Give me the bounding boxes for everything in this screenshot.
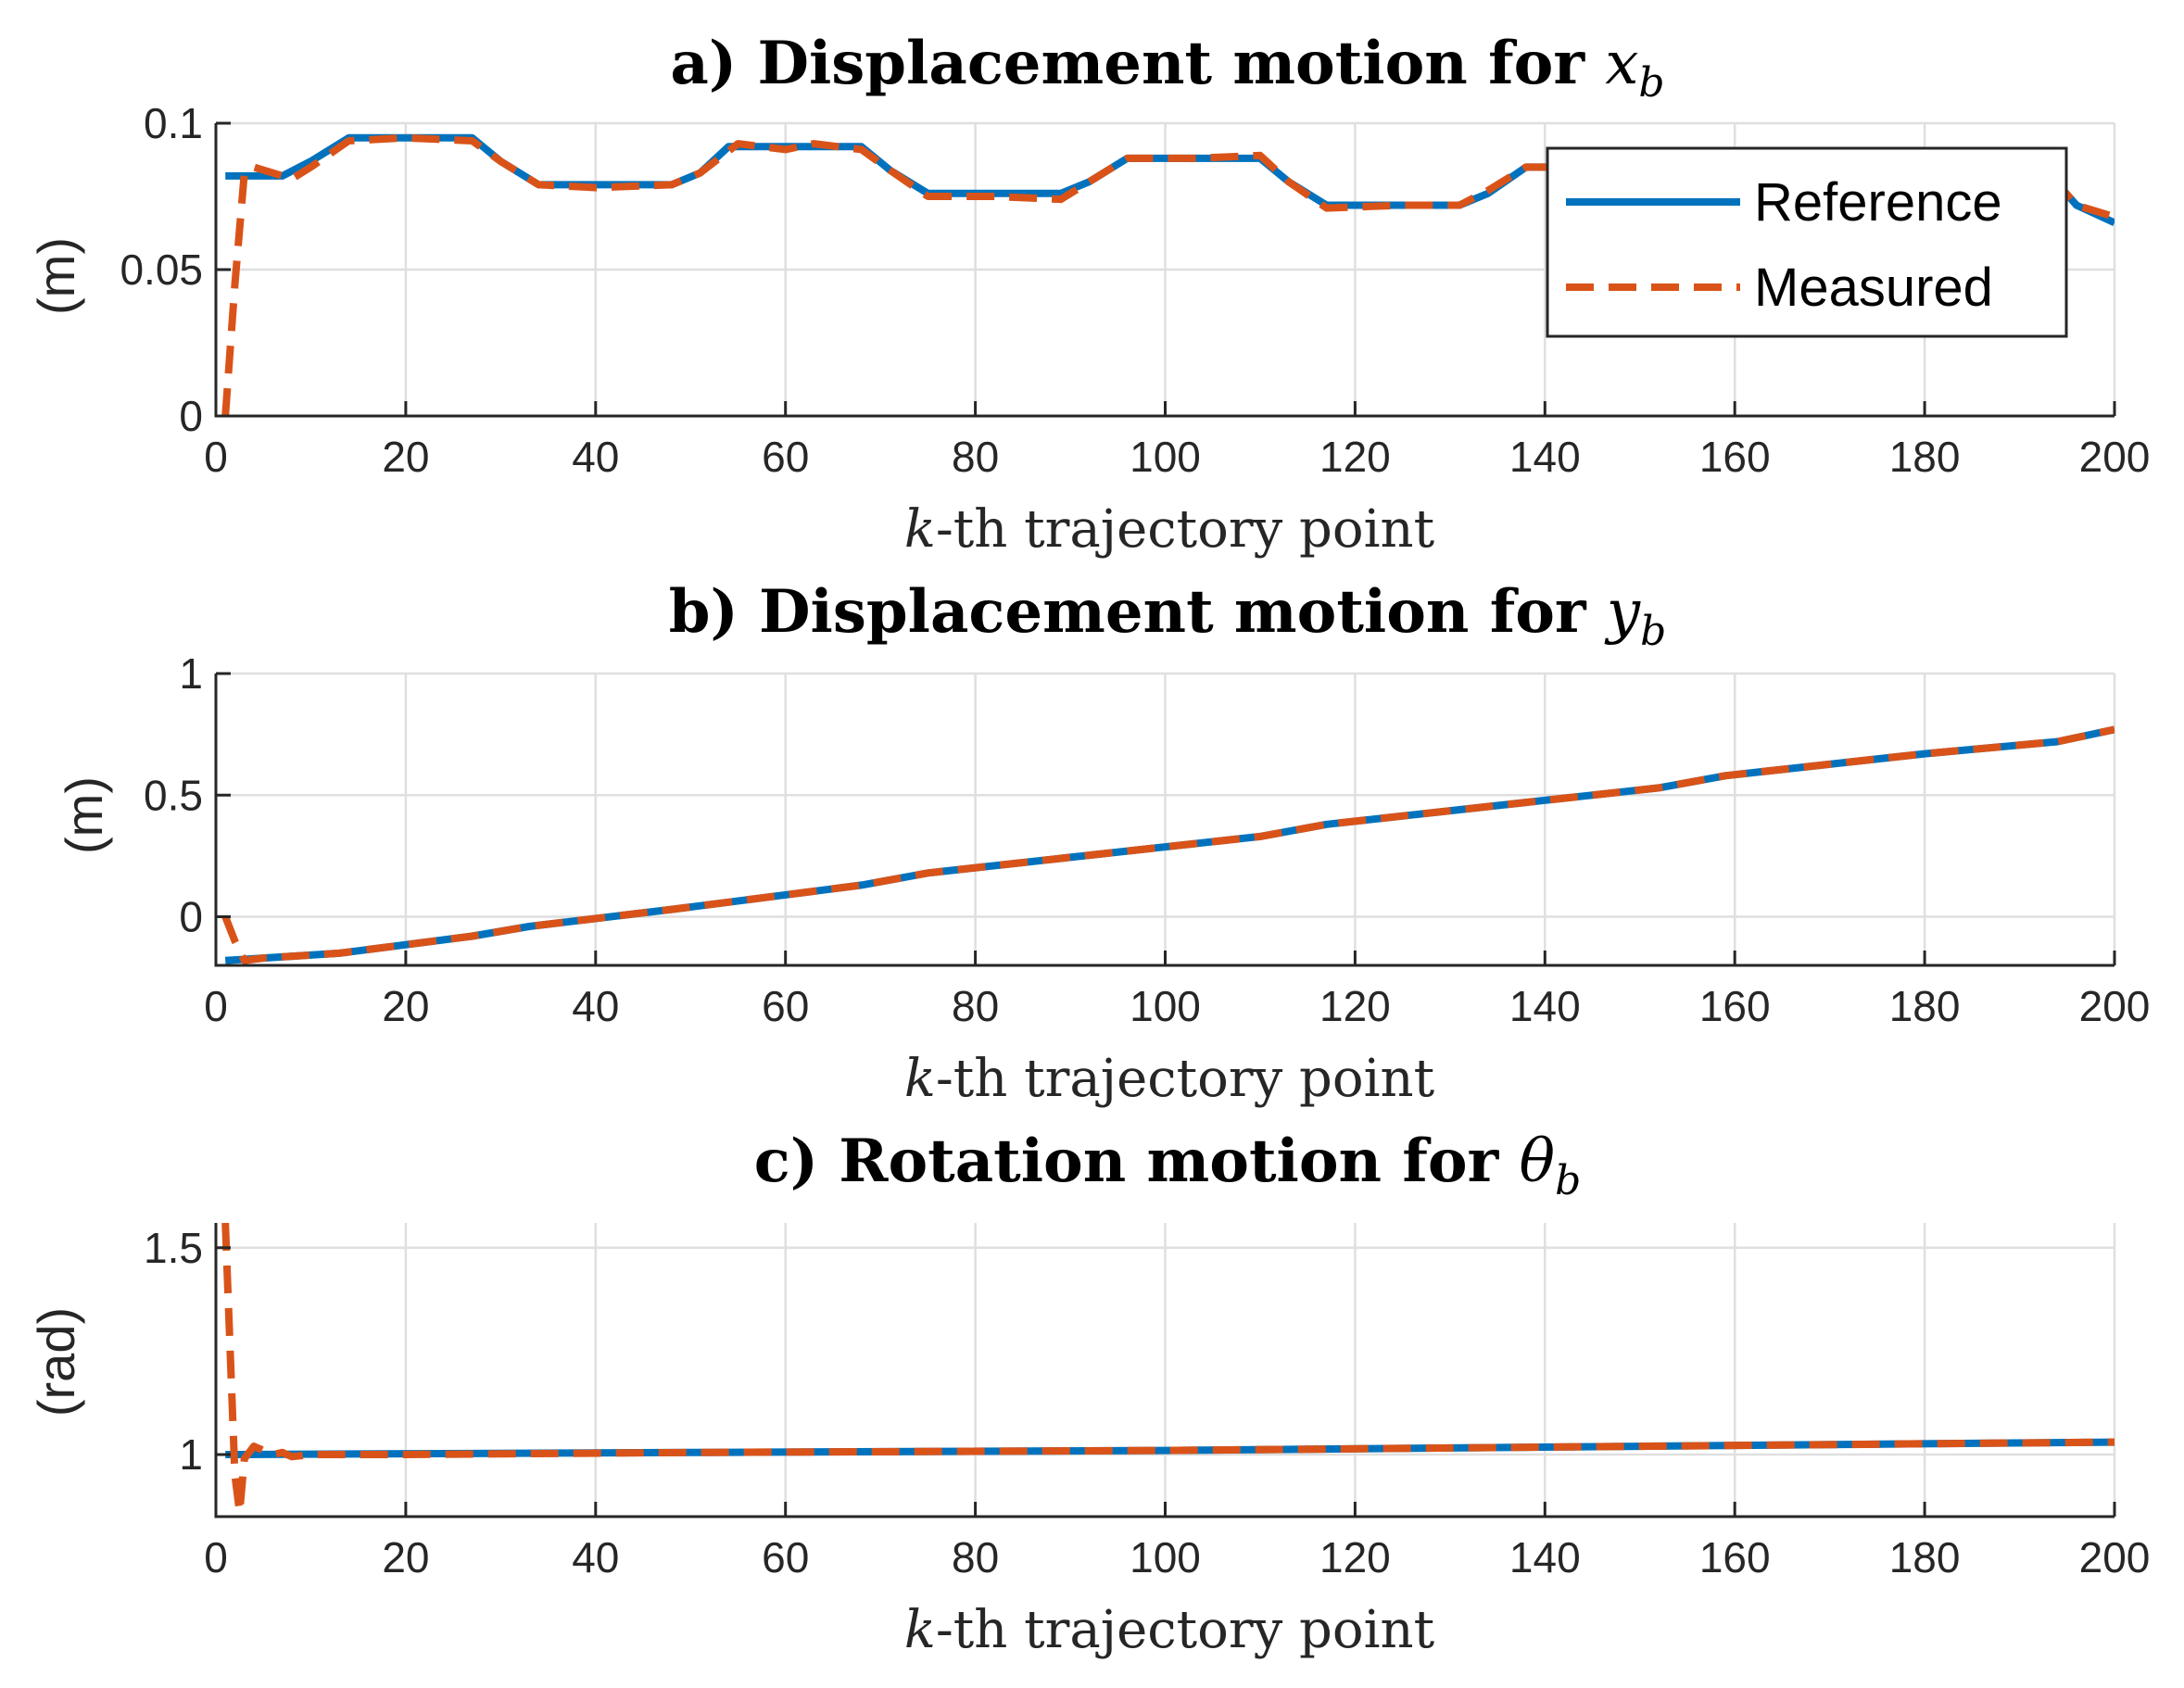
panel-a-ytick-label: 0.1 <box>144 99 203 147</box>
panel-a-xtick-label: 60 <box>762 433 809 481</box>
panel-b-xtick-label: 40 <box>572 982 619 1030</box>
panel-c-xtick-label: 120 <box>1319 1533 1391 1581</box>
panel-b-xtick-label: 0 <box>204 982 228 1030</box>
panel-c-ylabel: (rad) <box>27 1307 85 1417</box>
panel-c-xtick-label: 180 <box>1889 1533 1961 1581</box>
panel-b-ytick-label: 0 <box>179 893 203 941</box>
legend: Reference Measured <box>1546 146 2068 338</box>
panel-c-series-measured <box>221 1223 2115 1517</box>
panel-b-series-measured <box>221 725 2115 964</box>
legend-box <box>1546 146 2068 338</box>
panel-b-ylabel: (m) <box>55 776 113 854</box>
panel-b-xtick-label: 160 <box>1699 982 1771 1030</box>
panel-a-xtick-label: 160 <box>1699 433 1771 481</box>
panel-a-ytick-label: 0.05 <box>120 246 203 294</box>
panel-b-xtick-label: 100 <box>1130 982 1201 1030</box>
panel-a-xtick-label: 200 <box>2079 433 2151 481</box>
panel-c-xtick-label: 40 <box>572 1533 619 1581</box>
panel-a-xtick-label: 80 <box>952 433 999 481</box>
panel-a-ylabel: (m) <box>27 237 85 315</box>
panel-a-xtick-label: 180 <box>1889 433 1961 481</box>
panel-a-series-measured <box>221 133 2115 416</box>
panel-a-ytick-label: 0 <box>179 392 203 440</box>
panel-b-xtick-label: 120 <box>1319 982 1391 1030</box>
panel-b-xtick-label: 140 <box>1509 982 1581 1030</box>
panel-c-xtick-label: 20 <box>382 1533 429 1581</box>
panel-c-xtick-label: 80 <box>952 1533 999 1581</box>
panel-c-xlabel: k-th trajectory point <box>904 1600 1435 1660</box>
legend-label-reference: Reference <box>1754 172 2002 233</box>
panel-c-ytick-label: 1.5 <box>144 1224 203 1272</box>
panel-b: b) Displacement motion for yb 0 20 40 60 80 1… <box>55 577 2150 1109</box>
panel-a-xtick-label: 0 <box>204 433 228 481</box>
legend-label-measured: Measured <box>1754 258 1993 318</box>
panel-c: c) Rotation motion for θb 0 20 40 60 80 100 12… <box>27 1127 2150 1660</box>
panel-a-title: a) Displacement motion for xb <box>670 29 1664 107</box>
panel-b-xtick-label: 20 <box>382 982 429 1030</box>
panel-a-xtick-label: 120 <box>1319 433 1391 481</box>
panel-c-xtick-label: 100 <box>1130 1533 1201 1581</box>
panel-a-xtick-label: 140 <box>1509 433 1581 481</box>
panel-b-title: b) Displacement motion for yb <box>669 577 1667 655</box>
panel-a-xtick-label: 40 <box>572 433 619 481</box>
panel-a-xlabel: k-th trajectory point <box>904 499 1435 560</box>
panel-c-xtick-label: 160 <box>1699 1533 1771 1581</box>
panel-b-xtick-label: 80 <box>952 982 999 1030</box>
panel-b-xtick-label: 180 <box>1889 982 1961 1030</box>
panel-c-xtick-label: 140 <box>1509 1533 1581 1581</box>
panel-c-xtick-label: 200 <box>2079 1533 2151 1581</box>
panel-c-xtick-label: 0 <box>204 1533 228 1581</box>
panel-b-xtick-label: 200 <box>2079 982 2151 1030</box>
panel-a-xtick-label: 20 <box>382 433 429 481</box>
panel-a-xtick-label: 100 <box>1130 433 1201 481</box>
panel-b-ytick-label: 1 <box>179 649 203 698</box>
panel-c-title: c) Rotation motion for θb <box>754 1127 1582 1204</box>
panel-c-ytick-label: 1 <box>179 1430 203 1479</box>
panel-b-xlabel: k-th trajectory point <box>904 1049 1435 1109</box>
panel-b-ytick-label: 0.5 <box>144 771 203 819</box>
panel-c-xtick-label: 60 <box>762 1533 809 1581</box>
panel-b-xtick-label: 60 <box>762 982 809 1030</box>
